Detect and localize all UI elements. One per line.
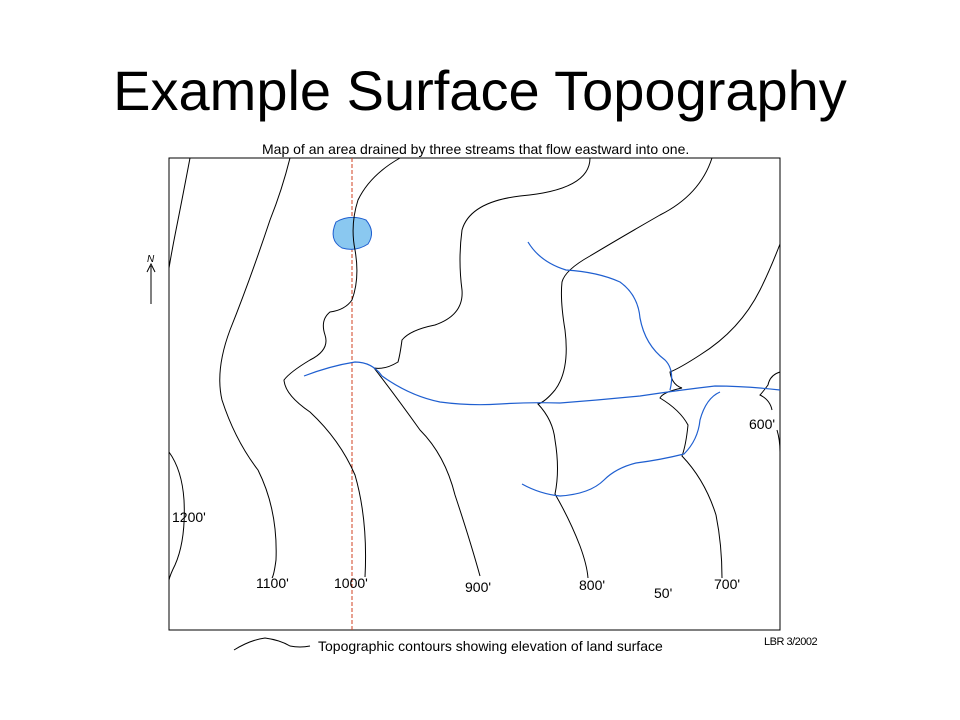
north-label: N bbox=[147, 254, 155, 265]
legend-text: Topographic contours showing elevation o… bbox=[318, 638, 663, 654]
contour-1000 bbox=[283, 157, 401, 578]
contour-600-tail bbox=[776, 429, 781, 453]
stream-north bbox=[527, 241, 673, 391]
legend-contour-sample bbox=[233, 637, 311, 651]
contour-label-800: 800' bbox=[579, 577, 605, 593]
contour-1200-lower bbox=[168, 451, 185, 581]
lake bbox=[332, 216, 372, 250]
map-credit: LBR 3/2002 bbox=[764, 636, 818, 648]
map-caption: Map of an area drained by three streams … bbox=[262, 141, 690, 157]
contour-label-1100: 1100' bbox=[256, 575, 289, 591]
contour-700 bbox=[659, 243, 781, 579]
contour-interval-label: 50' bbox=[654, 585, 672, 601]
contour-label-1000: 1000' bbox=[334, 575, 368, 591]
contour-label-1200: 1200' bbox=[172, 509, 206, 525]
contour-600 bbox=[759, 371, 781, 411]
north-arrow-icon bbox=[146, 262, 156, 304]
contour-800 bbox=[537, 157, 713, 579]
contour-900 bbox=[372, 157, 591, 577]
contour-1200-upper bbox=[168, 157, 191, 269]
contour-label-700: 700' bbox=[714, 576, 740, 592]
slide-title: Example Surface Topography bbox=[113, 59, 847, 122]
stream-south bbox=[521, 391, 721, 497]
map-frame bbox=[168, 157, 781, 631]
contour-1100 bbox=[219, 157, 291, 579]
stream-main bbox=[303, 361, 781, 406]
contour-label-600: 600' bbox=[749, 416, 775, 432]
contour-label-900: 900' bbox=[465, 579, 491, 595]
